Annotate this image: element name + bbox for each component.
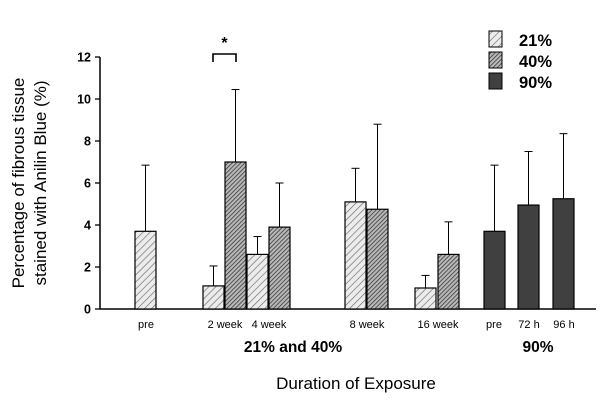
- bar-21pct-16-week: [414, 287, 437, 310]
- bar-40pct-2-week: [224, 161, 247, 310]
- x-tick-label: 8 week: [350, 319, 385, 331]
- bar-90pct-pre: [483, 230, 506, 310]
- significance-bracket: [212, 53, 237, 62]
- y-axis-title-line1: Percentage of fibrous tissue: [9, 78, 28, 289]
- x-tick-label: 96 h: [553, 319, 574, 331]
- significance-star: *: [221, 35, 228, 52]
- bar-90pct-96-h: [552, 198, 575, 310]
- x-tick-label: pre: [138, 319, 154, 331]
- y-tick-label: 2: [84, 261, 91, 275]
- group-label-90: 90%: [522, 339, 553, 356]
- y-ticks: 0 2 4 6 8 10 12: [77, 51, 100, 317]
- x-tick-labels: pre 2 week 4 week 8 week 16 week pre 72 h 96 h: [138, 319, 575, 331]
- legend-swatch: [488, 51, 503, 69]
- bars: [134, 161, 575, 310]
- legend-label: 21%: [519, 32, 552, 50]
- y-tick-label: 6: [84, 177, 91, 191]
- bar-21pct-2-week: [202, 285, 225, 310]
- legend-label: 90%: [519, 74, 552, 92]
- y-tick-label: 4: [84, 219, 91, 233]
- x-tick-label: 4 week: [252, 319, 287, 331]
- y-axis-title: Percentage of fibrous tissue stained wit…: [9, 78, 50, 289]
- bar-21pct-8-week: [344, 201, 367, 310]
- y-tick-label: 12: [77, 51, 91, 65]
- y-tick-label: 0: [84, 303, 91, 317]
- x-tick-label: 2 week: [208, 319, 243, 331]
- legend-label: 40%: [519, 53, 552, 71]
- y-tick-label: 10: [77, 93, 91, 107]
- bar-90pct-72-h: [517, 204, 540, 310]
- legend-swatch: [488, 30, 503, 48]
- y-tick-label: 8: [84, 135, 91, 149]
- legend-swatch: [488, 72, 503, 90]
- error-bars: [141, 89, 568, 288]
- significance-annotation: *: [212, 35, 237, 62]
- x-tick-label: 16 week: [418, 319, 459, 331]
- group-label-21-40: 21% and 40%: [244, 339, 342, 356]
- bar-40pct-4-week: [268, 226, 291, 310]
- bar-40pct-16-week: [437, 253, 460, 310]
- x-axis-title: Duration of Exposure: [276, 374, 436, 393]
- legend: 21% 40% 90%: [488, 30, 552, 92]
- x-tick-label: 72 h: [518, 319, 539, 331]
- y-axis-title-line2: stained with Anilin Blue (%): [31, 80, 50, 285]
- x-tick-label: pre: [486, 319, 502, 331]
- bar-21pct-4-week: [246, 253, 269, 310]
- bar-21pct-pre: [134, 230, 157, 310]
- bar-40pct-8-week: [366, 208, 389, 310]
